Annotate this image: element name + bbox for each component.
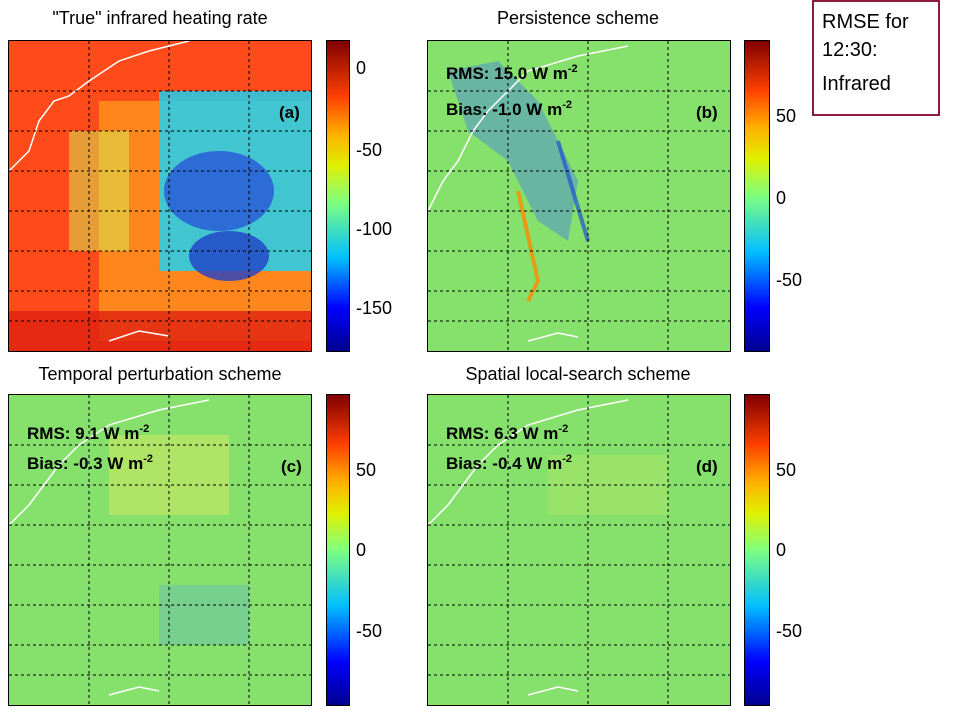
- colorbar-d-tick: -50: [776, 621, 803, 641]
- panel-d-bias: Bias: -0.4 W m-2: [446, 453, 572, 473]
- colorbar-d-tick: 50: [776, 460, 797, 480]
- colorbar-b-tick: -50: [776, 270, 803, 290]
- spatial-error-field: [428, 395, 730, 705]
- panel-c-bias: Bias: -0.3 W m-2: [27, 453, 153, 473]
- temporal-error-field: [9, 395, 311, 705]
- panel-d-title: Spatial local-search scheme: [465, 364, 691, 384]
- panel-c-map: RMS: 9.1 W m-2 Bias: -0.3 W m-2 (c): [8, 394, 312, 706]
- colorbar-b-tick: 0: [776, 188, 787, 208]
- panel-a-map: (a): [8, 40, 312, 352]
- colorbar-a-tick: 0: [356, 58, 367, 78]
- colorbar-c-tick: -50: [356, 621, 383, 641]
- colorbar-a-tick: -100: [356, 219, 393, 239]
- note-line-3: Infrared: [822, 73, 891, 95]
- panel-a-label: (a): [279, 103, 300, 122]
- colorbar-c-tick: 50: [356, 460, 377, 480]
- panel-b-map: RMS: 15.0 W m-2 Bias: -1.0 W m-2 (b): [427, 40, 731, 352]
- colorbar-c-tick: 0: [356, 540, 367, 560]
- note-line-2: 12:30:: [822, 39, 878, 61]
- coastline: [9, 41, 190, 342]
- coastline: [428, 45, 629, 342]
- panel-d-rms: RMS: 6.3 W m-2: [446, 423, 569, 443]
- colorbar-a-tick: -50: [356, 140, 383, 160]
- panel-b-title: Persistence scheme: [496, 8, 660, 28]
- grid-lines: [428, 41, 730, 351]
- colorbar-b-tick: 50: [776, 106, 797, 126]
- panel-c-colorbar: [326, 394, 350, 706]
- panel-b-colorbar: [744, 40, 770, 352]
- coastline: [9, 399, 210, 696]
- panel-d-label: (d): [696, 457, 718, 476]
- panel-a-title: "True" infrared heating rate: [52, 8, 268, 28]
- panel-d-map: RMS: 6.3 W m-2 Bias: -0.4 W m-2 (d): [427, 394, 731, 706]
- heating-rate-field: [9, 41, 311, 351]
- rmse-note-box: RMSE for 12:30: Infrared: [812, 0, 940, 116]
- panel-c-label: (c): [281, 457, 302, 476]
- colorbar-a-tick: -150: [356, 298, 393, 318]
- panel-b-bias: Bias: -1.0 W m-2: [446, 99, 572, 119]
- grid-lines: [428, 395, 730, 705]
- coastline: [428, 399, 629, 696]
- panel-a-colorbar: [326, 40, 350, 352]
- colorbar-d-tick: 0: [776, 540, 787, 560]
- panel-d-colorbar: [744, 394, 770, 706]
- note-line-1: RMSE for: [822, 11, 909, 33]
- panel-c-title: Temporal perturbation scheme: [38, 364, 282, 384]
- panel-b-label: (b): [696, 103, 718, 122]
- panel-c-rms: RMS: 9.1 W m-2: [27, 423, 150, 443]
- panel-b-rms: RMS: 15.0 W m-2: [446, 63, 578, 83]
- persistence-error-field: [428, 41, 730, 351]
- grid-lines: [9, 395, 311, 705]
- grid-lines: [9, 41, 311, 351]
